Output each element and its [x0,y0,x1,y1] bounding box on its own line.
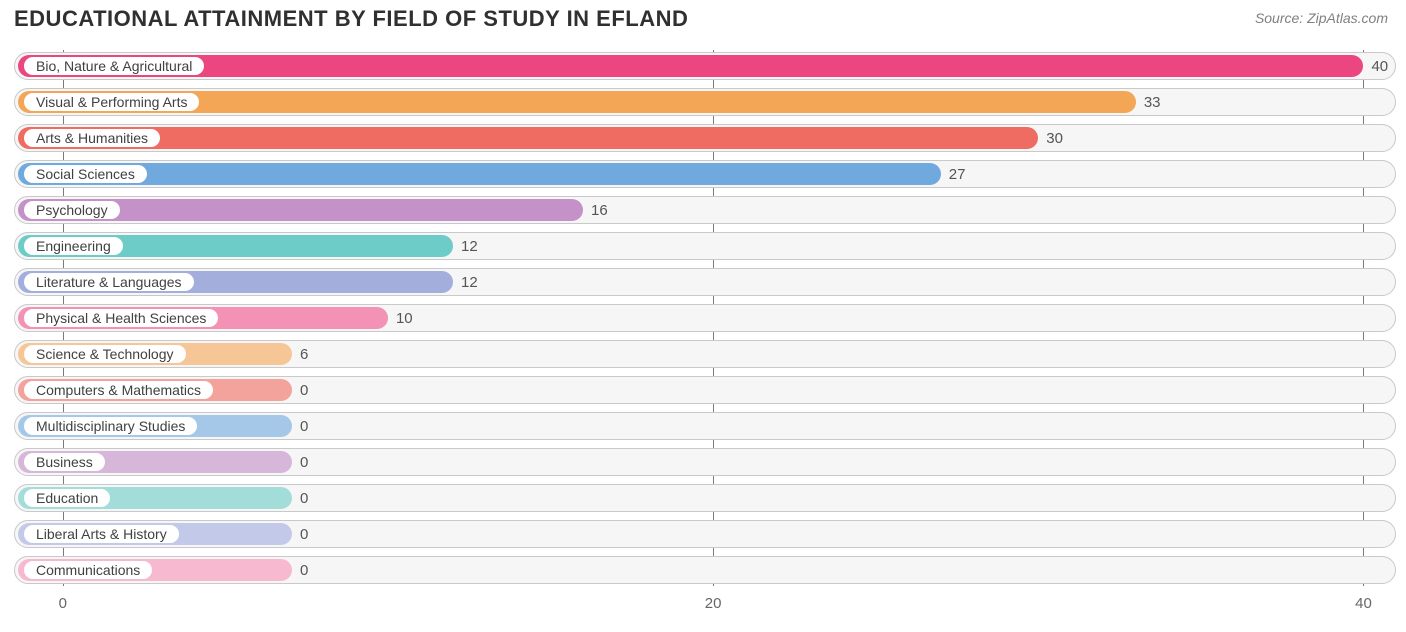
category-label: Business [24,453,105,471]
value-label: 27 [949,158,966,190]
value-label: 0 [300,410,308,442]
category-label: Social Sciences [24,165,147,183]
value-label: 0 [300,518,308,550]
value-label: 16 [591,194,608,226]
bar-row: Social Sciences 27 [14,158,1396,190]
value-label: 0 [300,482,308,514]
bar-row: Arts & Humanities 30 [14,122,1396,154]
category-label: Literature & Languages [24,273,194,291]
bar-row: Communications 0 [14,554,1396,586]
category-label: Education [24,489,110,507]
value-label: 30 [1046,122,1063,154]
bar-row: Physical & Health Sciences 10 [14,302,1396,334]
category-label: Psychology [24,201,120,219]
category-label: Science & Technology [24,345,186,363]
category-label: Engineering [24,237,123,255]
value-label: 12 [461,230,478,262]
bar-row: Education 0 [14,482,1396,514]
plot-area: Bio, Nature & Agricultural 40 Visual & Per… [14,50,1396,586]
value-label: 10 [396,302,413,334]
value-label: 40 [1371,50,1388,82]
category-label: Visual & Performing Arts [24,93,199,111]
x-tick-label: 40 [1355,595,1372,612]
value-label: 6 [300,338,308,370]
x-tick-label: 0 [59,595,67,612]
value-label: 0 [300,446,308,478]
bar [18,55,1363,77]
category-label: Bio, Nature & Agricultural [24,57,204,75]
value-label: 0 [300,554,308,586]
bar [18,163,941,185]
category-label: Communications [24,561,152,579]
bar-row: Multidisciplinary Studies 0 [14,410,1396,442]
value-label: 0 [300,374,308,406]
source-attribution: Source: ZipAtlas.com [1255,10,1388,26]
bar-row: Business 0 [14,446,1396,478]
bar-row: Science & Technology 6 [14,338,1396,370]
bar-chart: Bio, Nature & Agricultural 40 Visual & Per… [14,50,1396,612]
bar-row: Engineering 12 [14,230,1396,262]
chart-title: EDUCATIONAL ATTAINMENT BY FIELD OF STUDY… [14,6,688,32]
value-label: 12 [461,266,478,298]
category-label: Liberal Arts & History [24,525,179,543]
x-tick-label: 20 [705,595,722,612]
bar-row: Psychology 16 [14,194,1396,226]
category-label: Physical & Health Sciences [24,309,218,327]
bar [18,127,1038,149]
value-label: 33 [1144,86,1161,118]
category-label: Multidisciplinary Studies [24,417,197,435]
category-label: Arts & Humanities [24,129,160,147]
category-label: Computers & Mathematics [24,381,213,399]
bar-row: Visual & Performing Arts 33 [14,86,1396,118]
bar-row: Bio, Nature & Agricultural 40 [14,50,1396,82]
bar-row: Literature & Languages 12 [14,266,1396,298]
bar-row: Liberal Arts & History 0 [14,518,1396,550]
bar-row: Computers & Mathematics 0 [14,374,1396,406]
